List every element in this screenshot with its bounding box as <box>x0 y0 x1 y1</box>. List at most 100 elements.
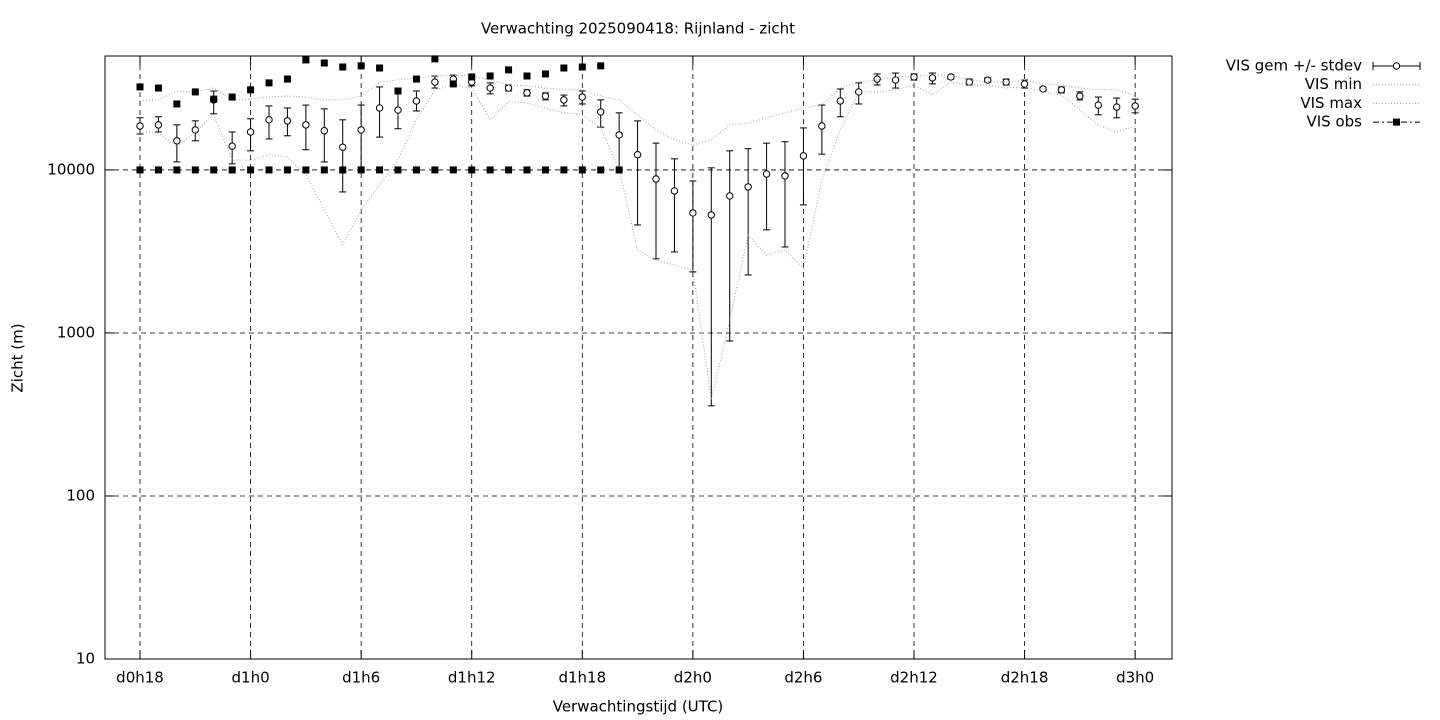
obs-point <box>210 166 218 174</box>
mean-point <box>1094 101 1102 109</box>
x-tick-label: d1h6 <box>342 669 380 687</box>
mean-point <box>947 73 955 81</box>
x-axis-label: Verwachtingstijd (UTC) <box>553 698 724 716</box>
obs-point <box>412 166 420 174</box>
obs-point <box>376 64 384 72</box>
legend-item: VIS max <box>1300 94 1420 112</box>
mean-point <box>412 97 421 105</box>
mean-point <box>320 127 328 135</box>
obs-point <box>154 84 162 92</box>
obs-point <box>173 166 181 174</box>
mean-point <box>246 128 255 136</box>
mean-point <box>726 192 734 200</box>
obs-point <box>541 70 549 78</box>
min-max-line <box>139 81 1136 401</box>
mean-point <box>265 116 273 124</box>
obs-point <box>357 166 365 174</box>
mean-point <box>578 93 586 101</box>
obs-point <box>597 62 605 70</box>
mean-point <box>394 106 402 114</box>
x-tick-label: d2h0 <box>674 669 712 687</box>
obs-point <box>505 166 513 174</box>
mean-point <box>375 104 384 112</box>
legend-label: VIS gem +/- stdev <box>1226 57 1362 75</box>
mean-point <box>799 152 808 160</box>
obs-point <box>615 166 623 174</box>
mean-point <box>173 137 181 145</box>
y-tick-label: 10 <box>76 650 95 668</box>
obs-point <box>468 73 476 81</box>
y-axis-label: Zicht (m) <box>9 323 27 392</box>
mean-point <box>504 84 513 92</box>
mean-point <box>597 108 605 116</box>
obs-point <box>486 72 494 80</box>
mean-point <box>486 84 494 92</box>
mean-point <box>1131 102 1139 110</box>
mean-point <box>136 122 144 130</box>
obs-point <box>210 95 218 103</box>
mean-point <box>818 122 826 130</box>
x-tick-label: d1h12 <box>448 669 496 687</box>
y-tick-label: 100 <box>66 486 95 504</box>
obs-point <box>597 166 605 174</box>
mean-point <box>633 151 642 159</box>
mean-point <box>357 126 365 134</box>
y-tick-label: 1000 <box>57 323 95 341</box>
mean-point <box>891 76 900 84</box>
mean-point <box>855 88 863 96</box>
obs-point <box>412 75 420 83</box>
mean-point <box>1020 80 1029 88</box>
x-tick-label: d1h0 <box>232 669 270 687</box>
obs-point <box>320 166 328 174</box>
obs-point <box>431 166 439 174</box>
legend-swatch <box>1393 118 1400 126</box>
obs-point <box>449 166 457 174</box>
obs-point <box>394 87 402 95</box>
obs-point <box>523 72 531 80</box>
obs-point <box>283 166 291 174</box>
x-tick-label: d2h6 <box>784 669 822 687</box>
obs-point <box>541 166 549 174</box>
obs-point <box>136 166 144 174</box>
mean-point <box>928 74 937 82</box>
mean-point <box>154 121 163 129</box>
chart-title: Verwachting 2025090418: Rijnland - zicht <box>481 20 795 38</box>
mean-point <box>762 170 771 178</box>
mean-point <box>1113 103 1121 111</box>
obs-point <box>560 166 568 174</box>
obs-point <box>154 166 162 174</box>
obs-point <box>136 83 144 91</box>
obs-point <box>523 166 531 174</box>
mean-point <box>744 183 752 191</box>
obs-point <box>302 56 310 64</box>
mean-point <box>965 78 973 86</box>
y-tick-label: 10000 <box>47 160 95 178</box>
obs-point <box>339 63 347 71</box>
obs-point <box>505 66 513 74</box>
mean-point <box>1076 92 1084 100</box>
mean-point <box>541 92 550 100</box>
obs-point <box>486 166 494 174</box>
obs-point <box>357 62 365 70</box>
x-tick-label: d2h12 <box>890 669 938 687</box>
obs-point <box>191 88 199 96</box>
mean-point <box>910 73 918 81</box>
x-tick-label: d1h18 <box>558 669 606 687</box>
mean-point <box>689 209 697 217</box>
obs-point <box>173 100 181 108</box>
mean-point <box>1039 85 1047 93</box>
mean-point <box>873 75 881 83</box>
mean-point <box>302 121 310 129</box>
x-tick-label: d0h18 <box>116 669 164 687</box>
mean-point <box>781 172 789 180</box>
obs-point <box>339 166 347 174</box>
legend-item: VIS min <box>1305 75 1420 93</box>
mean-point <box>523 89 531 97</box>
mean-point <box>652 175 660 183</box>
mean-point <box>228 142 236 150</box>
obs-point <box>228 93 236 101</box>
mean-point <box>431 78 439 86</box>
mean-point <box>615 131 623 139</box>
